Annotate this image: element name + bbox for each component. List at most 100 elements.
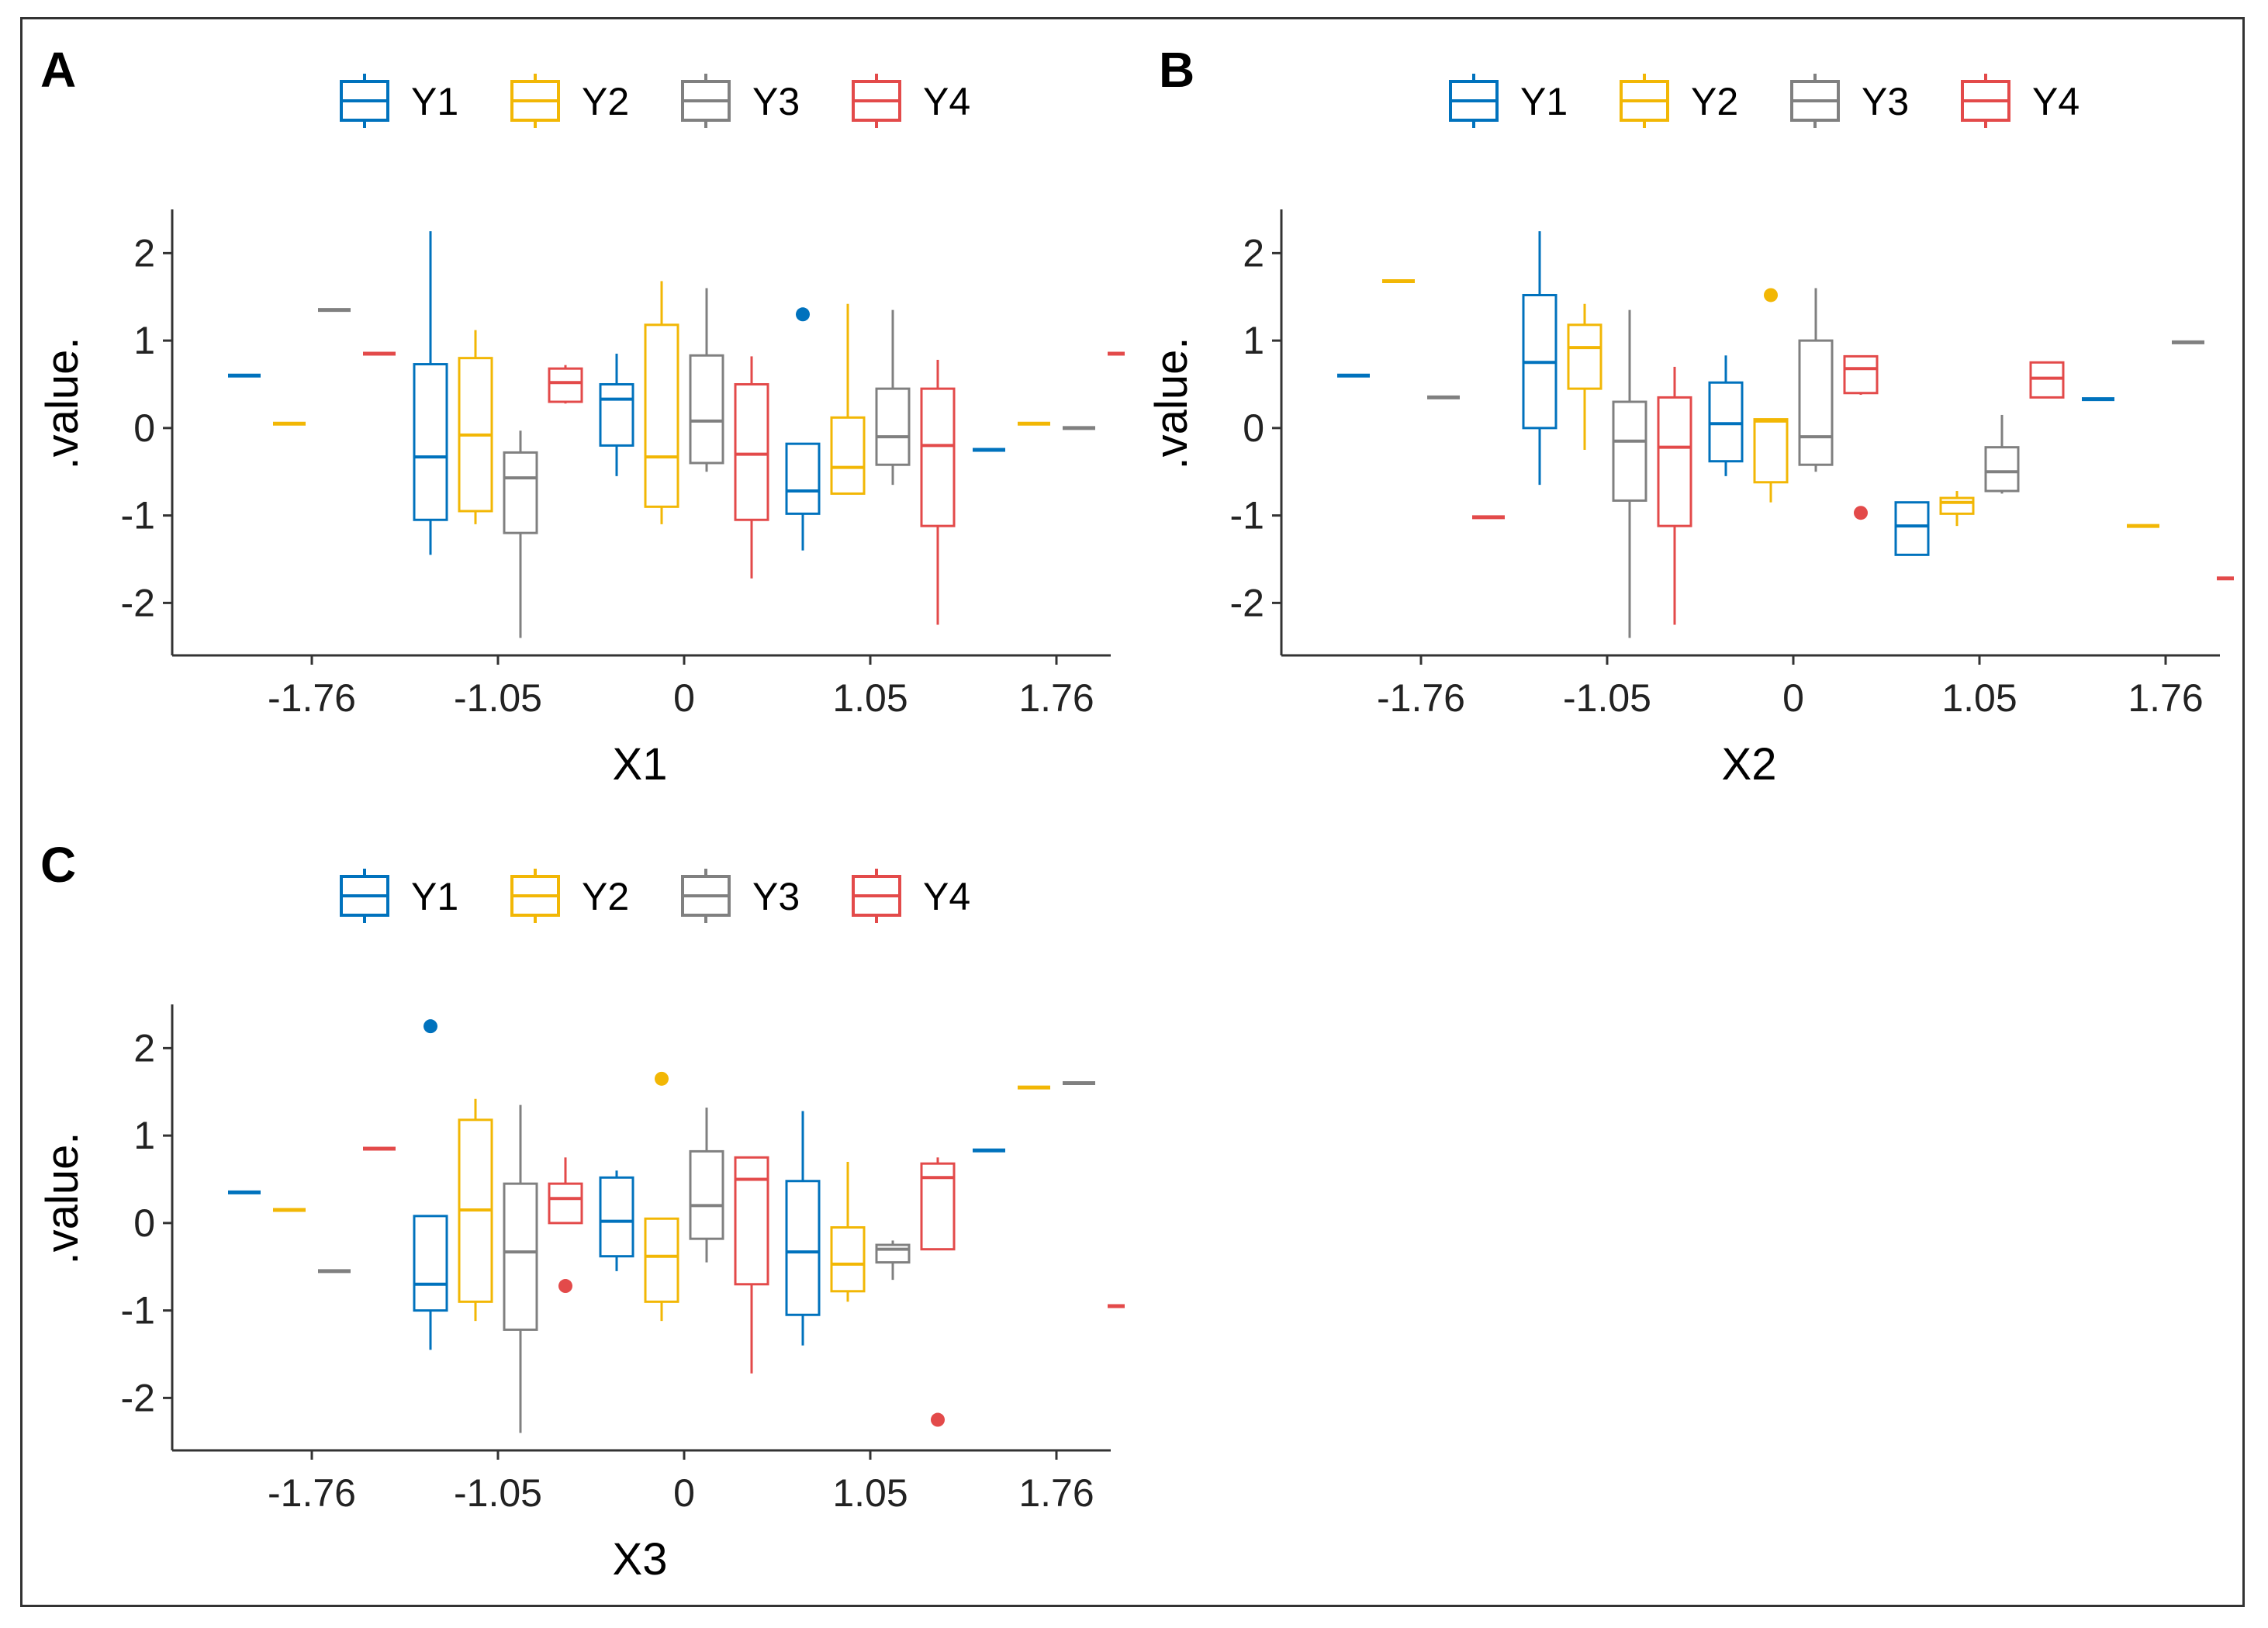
box-y4-2 (1843, 354, 1879, 520)
box-y2-3 (830, 303, 866, 495)
x-tick-label: 0 (673, 676, 695, 720)
box-y3-3 (875, 309, 911, 486)
box-body (785, 1180, 821, 1316)
legend-label: Y1 (411, 80, 458, 123)
y-tick-label: 0 (133, 406, 155, 450)
box-body (920, 387, 956, 527)
x-tick-label: -1.76 (1377, 676, 1465, 720)
box-body (1657, 396, 1692, 527)
panel-c: C Y1 Y2 Y3 Y4 2 1 0 -1 -2 -1.76 -1.05 0 1.05 1.76 .v… (37, 837, 1125, 1585)
legend-item-y4: Y4 (852, 869, 970, 923)
legend-item-y3: Y3 (1790, 74, 1909, 128)
y-tick-label: 2 (1243, 231, 1264, 275)
box-y2-3 (1939, 491, 1975, 527)
box-body (1708, 381, 1744, 463)
box-y2-3 (830, 1161, 866, 1302)
x-axis-title: X3 (613, 1534, 668, 1585)
legend-label: Y2 (582, 80, 629, 123)
x-tick-label: 0 (673, 1471, 695, 1515)
legend-item-y1: Y1 (340, 74, 458, 128)
legend-label: Y4 (923, 80, 970, 123)
box-body (1753, 418, 1789, 484)
box-body (689, 354, 724, 465)
box-body (413, 1215, 448, 1312)
box-body (1843, 354, 1879, 395)
y-tick-label: 0 (133, 1201, 155, 1245)
box-y4-1 (1657, 366, 1692, 625)
box-body (689, 1149, 724, 1240)
box-y1-3 (785, 307, 821, 551)
box-y1-1 (413, 231, 448, 555)
box-body (503, 1182, 538, 1331)
legend-item-y1: Y1 (340, 869, 458, 923)
y-tick-label: 1 (133, 319, 155, 362)
legend-label: Y3 (1862, 80, 1909, 123)
box-y1-2 (599, 354, 634, 476)
box-y3-3 (875, 1240, 911, 1281)
legend-label: Y1 (1520, 80, 1568, 123)
box-body (830, 1226, 866, 1293)
x-tick-label: 1.05 (832, 1471, 908, 1515)
box-body (734, 1156, 769, 1286)
box-y3-1 (503, 1104, 538, 1433)
legend-label: Y4 (923, 875, 970, 918)
panel-a: A Y1 Y2 Y3 Y4 2 1 0 -1 -2 -1.76 -1.05 0 1.05 1.76 .v… (37, 42, 1125, 790)
box-y3-2 (689, 1108, 724, 1263)
box-body (599, 382, 634, 447)
box-body (785, 442, 821, 515)
y-axis-title: .value. (37, 337, 88, 470)
box-y3-3 (1984, 414, 2020, 494)
box-y2-2 (644, 281, 679, 524)
y-tick-label: 0 (1243, 406, 1264, 450)
box-body (1612, 400, 1647, 502)
y-axis-title: .value. (37, 1132, 88, 1265)
x-tick-label: 1.76 (1018, 676, 1094, 720)
box-body (1567, 323, 1602, 390)
box-y4-3 (920, 1157, 956, 1427)
outlier-point (1764, 288, 1778, 302)
box-y1-1 (413, 1019, 448, 1350)
legend-label: Y2 (582, 875, 629, 918)
box-y4-2 (734, 1156, 769, 1374)
box-body (1894, 501, 1930, 556)
box-body (734, 382, 769, 521)
y-tick-label: -2 (121, 1376, 155, 1419)
x-tick-label: 1.05 (832, 676, 908, 720)
box-body (875, 1243, 911, 1264)
x-tick-label: -1.05 (454, 676, 542, 720)
y-tick-label: -2 (1230, 581, 1264, 624)
box-y4-3 (920, 359, 956, 625)
y-tick-label: -2 (121, 581, 155, 624)
legend-label: Y2 (1691, 80, 1738, 123)
box-y2-2 (1753, 288, 1789, 503)
y-tick-label: 2 (133, 1026, 155, 1070)
legend-label: Y3 (752, 80, 800, 123)
box-body (920, 1162, 956, 1251)
x-tick-label: 1.05 (1941, 676, 2017, 720)
box-body (503, 451, 538, 534)
legend-label: Y1 (411, 875, 458, 918)
legend-label: Y4 (2032, 80, 2080, 123)
x-tick-label: -1.76 (268, 1471, 356, 1515)
y-axis-title: .value. (1146, 337, 1197, 470)
panel-label: C (40, 837, 76, 893)
x-axis-title: X1 (613, 739, 668, 790)
box-y4-1 (548, 1157, 583, 1294)
figure-frame (20, 17, 2245, 1607)
box-y2-1 (458, 330, 493, 524)
x-tick-label: 1.76 (1018, 1471, 1094, 1515)
box-y1-2 (599, 1170, 634, 1271)
outlier-point (796, 307, 810, 322)
box-body (644, 1217, 679, 1303)
x-tick-label: 0 (1782, 676, 1804, 720)
legend-item-y2: Y2 (510, 869, 629, 923)
box-y4-2 (734, 356, 769, 579)
legend-item-y2: Y2 (510, 74, 629, 128)
box-body (830, 416, 866, 495)
legend-item-y2: Y2 (1620, 74, 1738, 128)
y-tick-label: -1 (121, 494, 155, 537)
x-tick-label: -1.05 (1563, 676, 1651, 720)
x-axis-title: X2 (1722, 739, 1777, 790)
outlier-point (1854, 506, 1868, 520)
legend-item-y3: Y3 (681, 869, 800, 923)
